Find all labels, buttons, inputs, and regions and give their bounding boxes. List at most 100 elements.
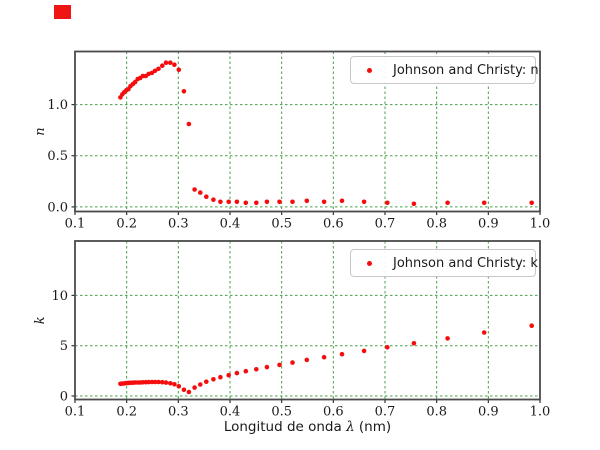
data-point — [234, 370, 240, 376]
subplot-n: 0.1 0.2 0.3 0.4 0.5 0.6 0.7 0.8 0.9 1.0 0.0 0.5 1.0 n — [33, 50, 550, 232]
data-point — [445, 336, 450, 341]
data-point — [277, 199, 282, 205]
data-point — [411, 201, 417, 207]
y-tick-label: 1.0 — [47, 98, 68, 113]
axes-frame — [74, 240, 541, 401]
data-point — [321, 354, 327, 360]
data-point — [160, 63, 165, 68]
data-point — [264, 364, 270, 370]
data-point — [411, 341, 417, 346]
x-tick-label: 0.7 — [375, 217, 396, 232]
data-point — [181, 387, 187, 393]
y-tick-label: 5 — [60, 339, 68, 354]
x-tick-label: 0.6 — [323, 405, 344, 420]
data-point — [211, 377, 216, 382]
data-point — [290, 360, 295, 365]
data-point — [529, 200, 534, 206]
data-point — [218, 199, 223, 205]
legend-n: Johnson and Christy: n — [350, 56, 539, 84]
data-point — [304, 357, 310, 363]
y-axis-title: n — [33, 127, 48, 135]
data-point — [156, 66, 161, 72]
data-point — [218, 374, 223, 380]
y-axis-title: k — [33, 316, 48, 324]
data-point — [361, 199, 367, 205]
legend-label: Johnson and Christy: n — [393, 62, 539, 78]
data-point — [204, 194, 209, 199]
data-point — [198, 190, 203, 195]
x-tick-label: 0.9 — [478, 405, 499, 420]
x-tick-label: 0.2 — [116, 217, 137, 232]
data-point — [163, 380, 169, 385]
data-point — [481, 330, 487, 335]
lambda-symbol: λ — [346, 419, 355, 435]
data-point — [445, 200, 450, 206]
x-tick-label: 0.4 — [220, 217, 241, 232]
x-tick-label: 0.3 — [168, 405, 189, 420]
x-tick-label: 0.1 — [65, 405, 86, 420]
data-point — [172, 382, 177, 387]
data-point — [198, 382, 203, 387]
data-point — [226, 199, 231, 205]
legend-marker-icon — [367, 67, 372, 73]
axes-frame — [74, 50, 541, 213]
x-tick-label: 0.5 — [271, 405, 292, 420]
data-point — [192, 187, 197, 192]
data-point — [243, 200, 249, 206]
data-point — [168, 381, 173, 386]
data-point — [321, 199, 327, 205]
data-point — [253, 367, 259, 372]
legend-label: Johnson and Christy: k — [393, 255, 538, 271]
x-tick-label: 0.7 — [375, 405, 396, 420]
x-axis-title-text: Longitud de onda — [223, 419, 347, 435]
data-point — [176, 384, 182, 389]
data-point — [204, 379, 209, 385]
x-tick-label: 0.8 — [426, 405, 447, 420]
ticks: 0.1 0.2 0.3 0.4 0.5 0.6 0.7 0.8 0.9 1.0 0.0 0.5 1.0 — [47, 98, 550, 231]
data-point — [339, 198, 345, 204]
subplot-k: 0.1 0.2 0.3 0.4 0.5 0.6 0.7 0.8 0.9 1.0 0 5 10 k — [33, 240, 550, 420]
data-point — [156, 379, 161, 385]
data-point — [253, 200, 259, 206]
data-point — [163, 60, 169, 65]
data-point — [385, 200, 390, 206]
data-point — [234, 199, 240, 205]
data-point — [181, 89, 187, 94]
data-point — [211, 197, 216, 202]
data-point — [160, 379, 165, 385]
x-tick-label: 0.6 — [323, 217, 344, 232]
x-tick-label: 1.0 — [530, 217, 551, 232]
data-point — [192, 385, 197, 390]
data-point — [385, 345, 390, 350]
x-tick-label: 0.5 — [271, 217, 292, 232]
x-tick-label: 0.3 — [168, 217, 189, 232]
data-point — [146, 379, 151, 385]
data-point — [186, 121, 192, 127]
y-tick-label: 0 — [60, 389, 68, 404]
ticks: 0.1 0.2 0.3 0.4 0.5 0.6 0.7 0.8 0.9 1.0 0 5 10 — [51, 289, 550, 420]
data-point — [264, 199, 270, 205]
red-square-annotation — [54, 5, 71, 19]
data-point — [186, 389, 192, 395]
x-axis-title: Longitud de onda λ (nm) — [75, 419, 540, 435]
legend-marker-icon — [367, 260, 372, 266]
y-tick-label: 10 — [51, 289, 68, 304]
data-point — [176, 67, 182, 73]
x-tick-label: 0.1 — [65, 217, 86, 232]
data-point — [243, 368, 249, 374]
x-axis-title-unit: (nm) — [354, 419, 392, 435]
data-point — [277, 362, 282, 368]
y-tick-label: 0.5 — [47, 149, 68, 164]
data-point — [361, 348, 367, 354]
x-tick-label: 1.0 — [530, 405, 551, 420]
data-point — [481, 200, 487, 206]
data-point — [152, 379, 158, 385]
data-point — [172, 62, 177, 67]
data-points — [118, 323, 534, 395]
data-point — [529, 323, 534, 329]
x-tick-label: 0.4 — [220, 405, 241, 420]
legend-k: Johnson and Christy: k — [350, 249, 538, 277]
x-tick-label: 0.2 — [116, 405, 137, 420]
